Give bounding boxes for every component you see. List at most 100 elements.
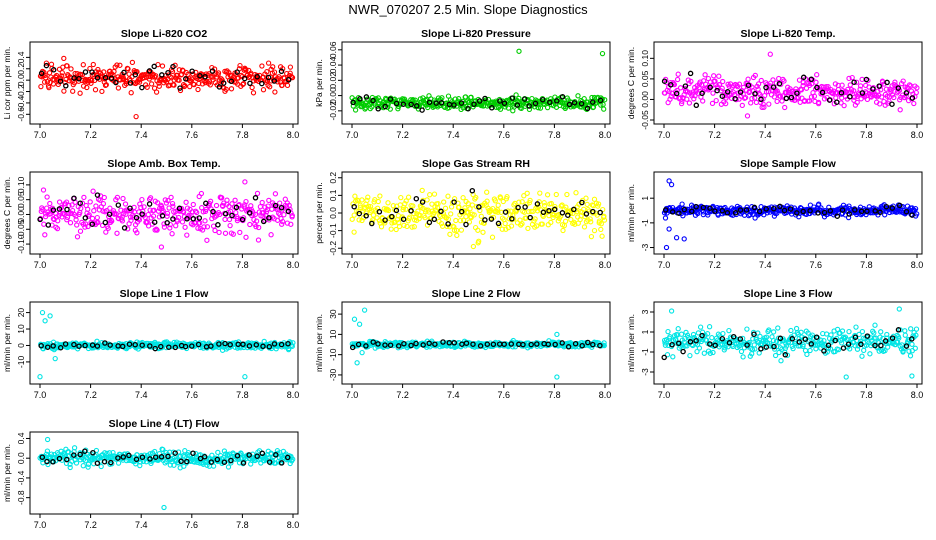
data-point xyxy=(677,85,684,91)
data-point-black xyxy=(77,200,83,206)
x-tick-label: 8.0 xyxy=(287,390,300,400)
data-point-black xyxy=(133,214,140,221)
data-point xyxy=(553,191,559,198)
data-point-black xyxy=(489,105,495,111)
data-point xyxy=(754,338,761,344)
data-point xyxy=(914,85,920,91)
data-point xyxy=(266,197,272,204)
data-point xyxy=(47,200,53,207)
data-point xyxy=(187,83,193,90)
data-point-black xyxy=(94,460,101,466)
data-point xyxy=(897,107,903,113)
data-point-black xyxy=(419,107,425,113)
x-tick-label: 7.8 xyxy=(548,130,561,140)
data-point xyxy=(906,348,912,354)
data-point xyxy=(161,504,167,511)
data-point-black xyxy=(771,205,777,212)
data-point-black xyxy=(132,341,138,348)
data-point xyxy=(272,191,279,197)
data-point xyxy=(170,203,176,209)
data-point xyxy=(378,224,385,230)
data-point xyxy=(601,106,607,112)
data-point xyxy=(435,201,441,207)
data-point-black xyxy=(408,342,414,349)
data-point-black xyxy=(584,105,591,112)
x-tick-label: 7.6 xyxy=(186,260,199,270)
data-point-black xyxy=(393,100,400,107)
data-point-black xyxy=(45,222,52,228)
data-point-black xyxy=(121,225,128,231)
data-point xyxy=(873,92,879,99)
data-point xyxy=(706,324,713,330)
data-point-black xyxy=(681,206,688,213)
y-tick-label: 0.0 xyxy=(16,452,26,464)
data-point-black xyxy=(770,84,777,90)
data-point-black xyxy=(547,99,553,106)
data-point-black xyxy=(687,339,694,345)
data-point-black xyxy=(597,209,603,216)
data-point xyxy=(806,98,813,104)
data-point-black xyxy=(89,221,96,227)
chart-title: Slope Li-820 Temp. xyxy=(741,28,836,40)
data-point-black xyxy=(471,101,477,107)
data-point xyxy=(133,113,139,120)
data-point xyxy=(709,100,716,107)
data-point xyxy=(216,229,222,236)
data-point xyxy=(256,224,262,231)
data-point xyxy=(56,199,63,205)
data-point-black xyxy=(719,93,726,99)
data-point xyxy=(740,84,747,91)
data-point-black xyxy=(363,343,369,349)
x-tick-label: 7.8 xyxy=(236,260,249,270)
data-point-black xyxy=(438,100,445,106)
data-point xyxy=(74,234,81,240)
data-point xyxy=(128,90,134,96)
x-tick-label: 7.2 xyxy=(84,390,97,400)
data-point xyxy=(875,339,881,345)
data-point xyxy=(720,78,726,85)
data-point-black xyxy=(259,450,266,457)
data-point xyxy=(666,178,672,184)
data-point-black xyxy=(794,210,800,216)
y-axis-label: degrees C per min. xyxy=(626,47,636,119)
data-point xyxy=(766,101,772,107)
data-point-black xyxy=(265,74,272,81)
data-point xyxy=(120,195,126,202)
data-point-black xyxy=(82,69,89,75)
data-point-black xyxy=(758,96,764,103)
data-point xyxy=(382,220,388,226)
data-point-black xyxy=(687,70,694,77)
x-tick-label: 7.4 xyxy=(759,390,772,400)
data-point-black xyxy=(532,100,539,107)
data-point xyxy=(158,244,165,250)
data-point-black xyxy=(508,341,515,347)
data-point-black xyxy=(387,96,394,102)
data-point xyxy=(601,217,608,223)
data-point-black xyxy=(579,199,585,206)
data-point xyxy=(91,208,97,214)
data-point-black xyxy=(195,341,202,348)
data-point xyxy=(194,216,200,222)
data-point xyxy=(469,202,476,208)
data-point xyxy=(601,340,607,346)
data-point xyxy=(105,454,112,461)
data-point-black xyxy=(64,206,70,213)
data-point-black xyxy=(526,103,532,109)
data-point xyxy=(404,223,410,230)
data-point xyxy=(447,231,453,237)
data-point-black xyxy=(794,90,800,96)
x-tick-label: 7.4 xyxy=(447,390,460,400)
data-point xyxy=(253,218,260,224)
data-point xyxy=(583,105,589,112)
data-point xyxy=(85,206,91,212)
data-point xyxy=(463,214,469,220)
data-point-black xyxy=(278,68,285,75)
data-point xyxy=(74,222,80,228)
data-point xyxy=(559,202,565,208)
data-point-black xyxy=(408,101,414,108)
data-point xyxy=(896,306,902,312)
data-point xyxy=(760,101,766,107)
data-point xyxy=(81,194,87,201)
data-point xyxy=(750,211,756,217)
data-point-black xyxy=(260,218,267,225)
